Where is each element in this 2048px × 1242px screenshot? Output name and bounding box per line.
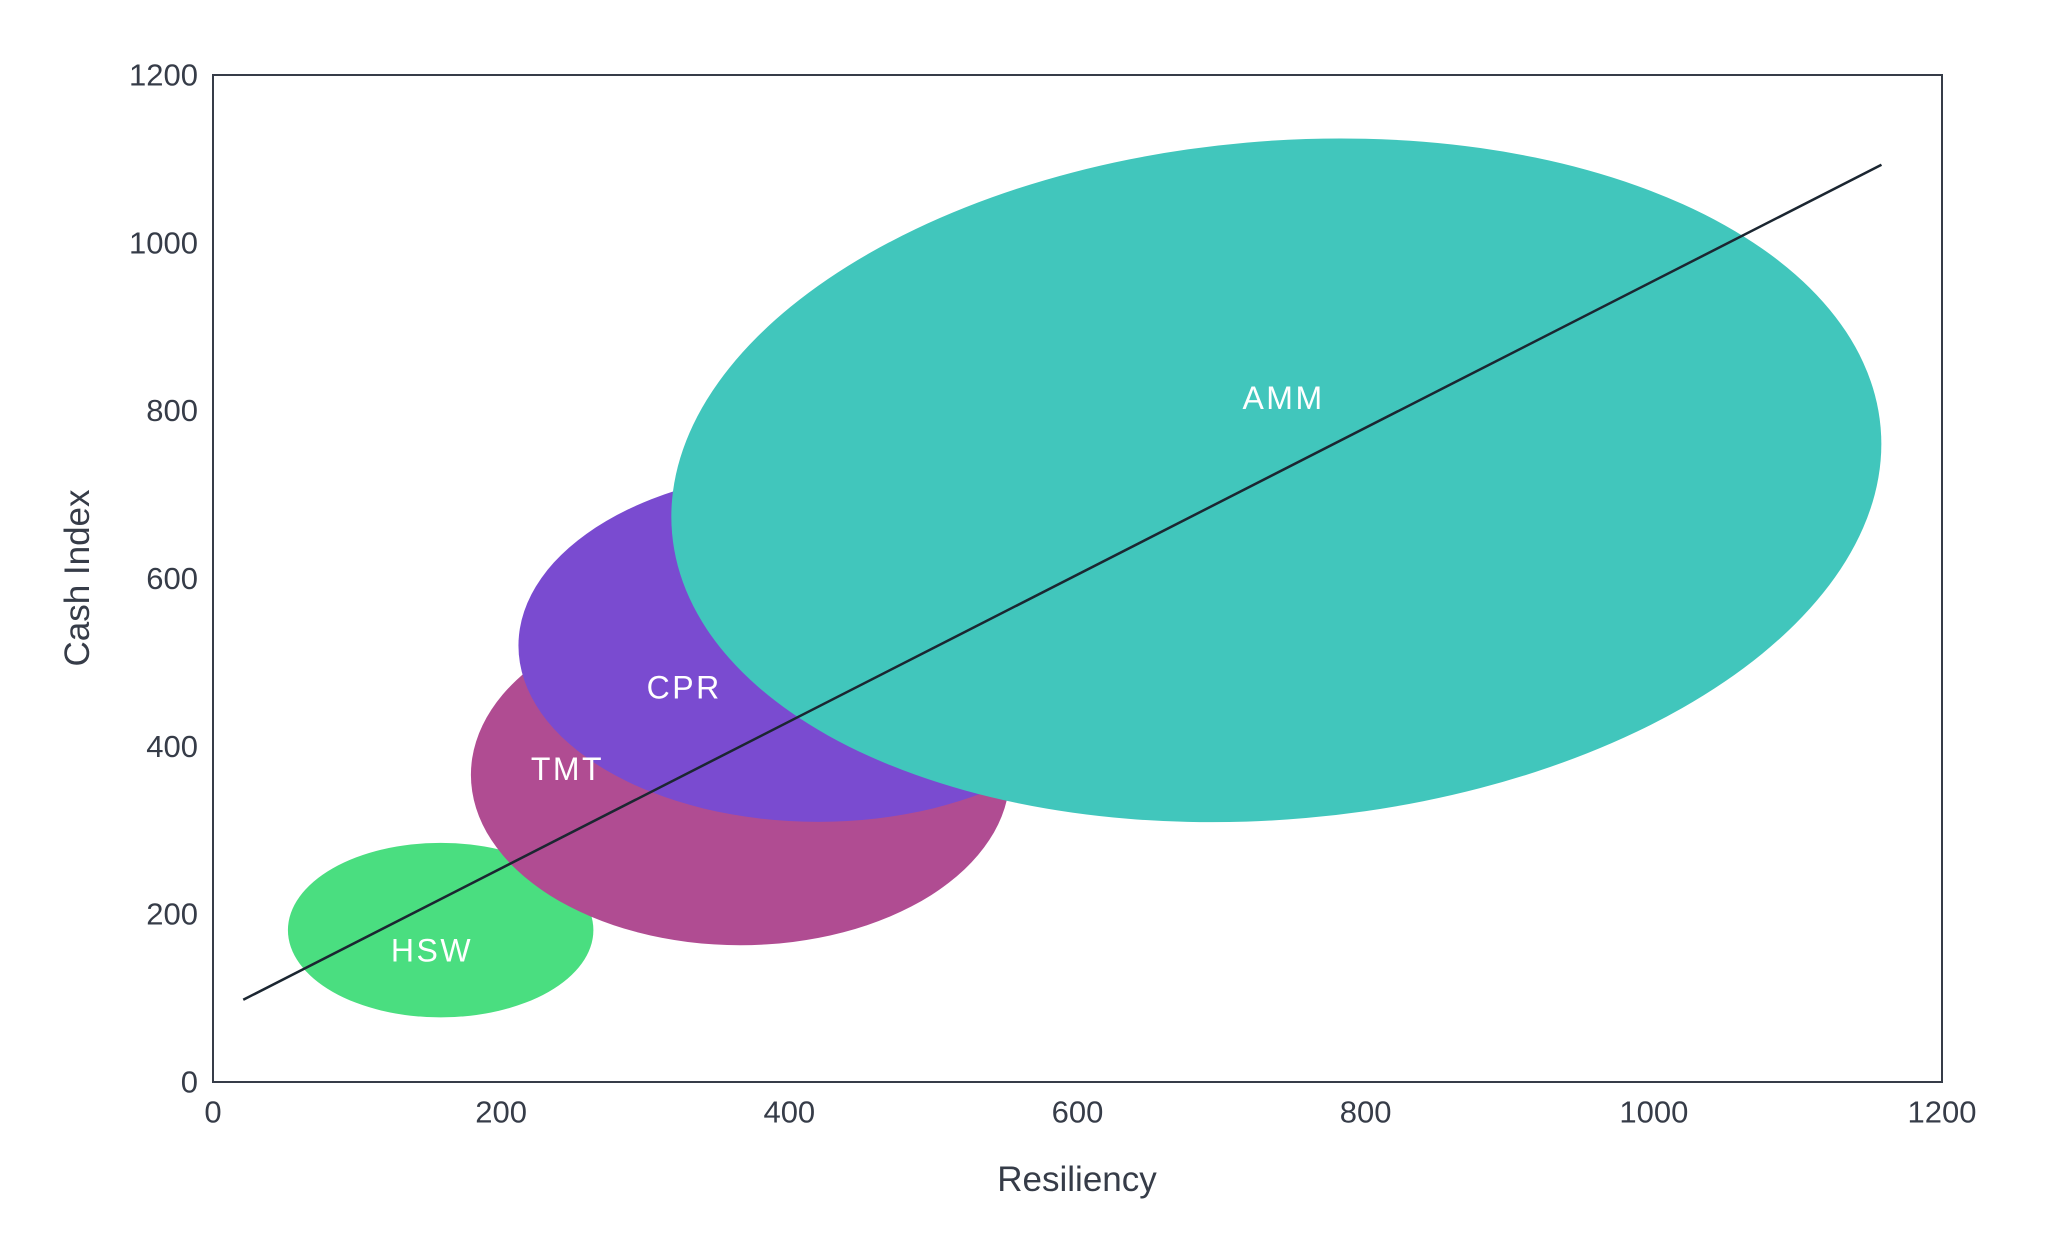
bubble-label-hsw: HSW xyxy=(391,932,473,968)
y-tick-label: 400 xyxy=(146,729,198,764)
y-tick-label: 1000 xyxy=(129,225,198,260)
y-tick-label: 200 xyxy=(146,897,198,932)
x-axis-title: Resiliency xyxy=(997,1160,1157,1199)
y-tick-label: 0 xyxy=(181,1065,198,1100)
trend-line xyxy=(242,163,1883,1001)
plot-frame xyxy=(212,74,1943,1083)
bubble-hsw xyxy=(287,842,594,1018)
x-tick-label: 200 xyxy=(475,1095,527,1130)
x-tick-label: 1000 xyxy=(1619,1095,1688,1130)
x-tick-label: 800 xyxy=(1340,1095,1392,1130)
x-tick-label: 400 xyxy=(763,1095,815,1130)
x-tick-label: 1200 xyxy=(1908,1095,1977,1130)
bubble-label-tmt: TMT xyxy=(531,751,604,787)
bubble-label-amm: AMM xyxy=(1242,380,1324,416)
x-tick-label: 0 xyxy=(204,1095,221,1130)
y-tick-label: 600 xyxy=(146,561,198,596)
bubble-label-cpr: CPR xyxy=(647,670,722,706)
x-tick-label: 600 xyxy=(1052,1095,1104,1130)
y-tick-label: 800 xyxy=(146,393,198,428)
y-axis-title: Cash Index xyxy=(58,489,97,667)
bubble-amm xyxy=(671,138,1882,823)
y-tick-label: 1200 xyxy=(129,58,198,93)
